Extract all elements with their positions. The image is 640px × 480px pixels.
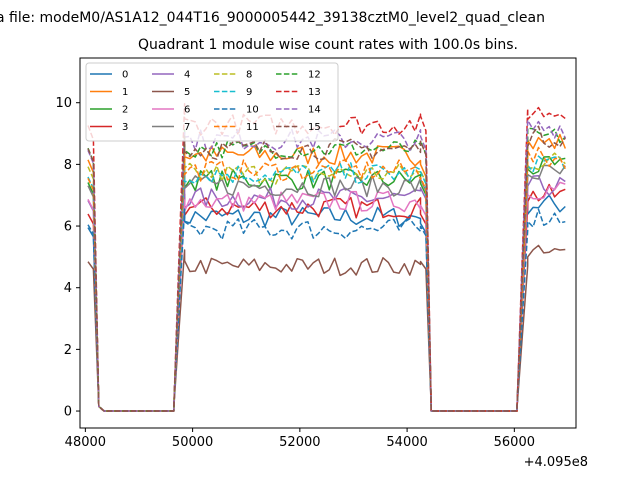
series-line-1 <box>87 133 566 412</box>
legend-label-11: 11 <box>246 122 259 133</box>
x-tick-label: 54000 <box>386 435 427 450</box>
series-line-3 <box>87 183 566 412</box>
series-line-10 <box>87 208 566 412</box>
legend-label-3: 3 <box>122 122 128 133</box>
legend-label-2: 2 <box>122 105 128 116</box>
legend-label-0: 0 <box>122 70 128 81</box>
legend-label-8: 8 <box>246 70 252 81</box>
axes-frame <box>79 57 577 429</box>
legend-box <box>85 62 339 142</box>
legend-label-7: 7 <box>184 122 190 133</box>
series-line-0 <box>87 194 566 412</box>
legend-label-4: 4 <box>184 70 190 81</box>
legend-label-1: 1 <box>122 87 128 98</box>
legend-label-10: 10 <box>246 105 259 116</box>
series-line-12 <box>87 127 566 412</box>
y-tick-label: 10 <box>55 96 72 111</box>
axis-ticks: 48000 50000 52000 54000 56000 0 2 4 6 8 10 <box>55 96 535 450</box>
series-line-11 <box>87 146 566 412</box>
series-line-2 <box>87 156 566 412</box>
legend-label-15: 15 <box>308 122 321 133</box>
y-tick-label: 4 <box>64 281 72 296</box>
series-line-5 <box>87 244 566 412</box>
series-line-15 <box>87 125 566 412</box>
y-tick-label: 2 <box>64 343 72 358</box>
chart-title: Quadrant 1 module wise count rates with … <box>138 37 518 53</box>
series-line-6 <box>87 181 566 412</box>
legend-label-12: 12 <box>308 70 321 81</box>
x-tick-label: 48000 <box>65 435 106 450</box>
figure-suptitle: a file: modeM0/AS1A12_044T16_9000005442_… <box>0 10 545 26</box>
legend-label-13: 13 <box>308 87 321 98</box>
legend-label-5: 5 <box>184 87 190 98</box>
plot-series <box>87 103 566 412</box>
series-line-4 <box>87 174 566 412</box>
x-tick-label: 52000 <box>279 435 320 450</box>
legend-label-9: 9 <box>246 87 252 98</box>
x-tick-label: 50000 <box>172 435 213 450</box>
y-tick-label: 6 <box>64 220 72 235</box>
x-offset-text: +4.095e8 <box>524 455 588 470</box>
y-tick-label: 0 <box>64 405 72 420</box>
series-line-14 <box>87 119 566 412</box>
series-line-9 <box>87 150 566 412</box>
legend-label-14: 14 <box>308 105 321 116</box>
legend-label-6: 6 <box>184 105 190 116</box>
x-tick-label: 56000 <box>494 435 535 450</box>
y-tick-label: 8 <box>64 158 72 173</box>
